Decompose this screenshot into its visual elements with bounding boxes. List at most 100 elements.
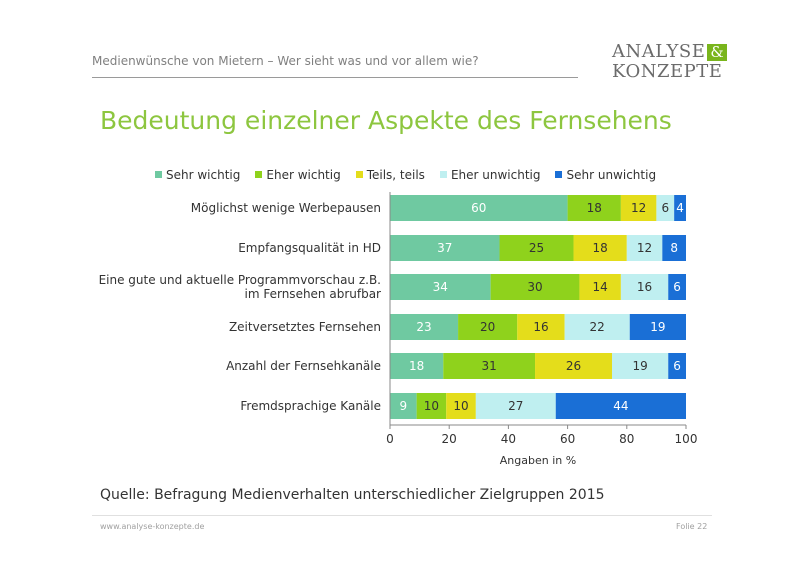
bar-segment <box>390 353 444 379</box>
legend-swatch <box>355 171 363 178</box>
footer-page-number: Folie 22 <box>676 522 708 531</box>
legend-label: Eher wichtig <box>266 168 341 182</box>
data-label: 60 <box>471 201 486 215</box>
bar-segment <box>579 274 621 300</box>
data-label: 19 <box>632 359 647 373</box>
bar-segment <box>475 393 556 419</box>
legend-label: Teils, teils <box>366 168 425 182</box>
bar-segment <box>662 235 686 261</box>
bar-segment <box>668 353 686 379</box>
legend-item: Sehr wichtig <box>155 168 240 182</box>
x-tick-label: 40 <box>501 432 516 446</box>
x-tick-label: 60 <box>560 432 575 446</box>
logo: ANALYSE & KONZEPTE <box>612 41 728 82</box>
data-label: 8 <box>670 241 678 255</box>
bar-segment <box>612 353 669 379</box>
data-label: 20 <box>480 320 495 334</box>
category-label: Zeitversetztes Fernsehen <box>229 320 381 334</box>
data-label: 18 <box>409 359 424 373</box>
bar-segment <box>390 235 500 261</box>
logo-line2: KONZEPTE <box>612 61 723 82</box>
legend-item: Sehr unwichtig <box>555 168 656 182</box>
chart-title: Bedeutung einzelner Aspekte des Fernsehe… <box>100 106 672 135</box>
bar-segment <box>674 195 686 221</box>
data-label: 27 <box>508 399 523 413</box>
data-label: 18 <box>593 241 608 255</box>
bar-segment <box>499 235 574 261</box>
data-label: 16 <box>533 320 548 334</box>
data-label: 31 <box>482 359 497 373</box>
x-axis-label: Angaben in % <box>500 454 576 467</box>
bar-segment <box>390 314 459 340</box>
bar-segment <box>620 274 669 300</box>
bar-segment <box>517 314 565 340</box>
legend-item: Eher unwichtig <box>439 168 541 182</box>
bar-segment <box>668 274 686 300</box>
category-label: Eine gute und aktuelle Programmvorschau … <box>99 273 381 287</box>
logo-line1: ANALYSE <box>612 41 706 62</box>
data-label: 14 <box>593 280 608 294</box>
legend-swatch <box>555 171 563 178</box>
legend-swatch <box>255 171 263 178</box>
footer-url: www.analyse-konzepte.de <box>100 522 205 531</box>
legend-label: Sehr unwichtig <box>566 168 657 182</box>
data-label: 37 <box>437 241 452 255</box>
source-note: Quelle: Befragung Medienverhalten unters… <box>100 487 605 503</box>
legend-label: Eher unwichtig <box>450 168 541 182</box>
x-tick-label: 80 <box>619 432 634 446</box>
header-divider <box>92 77 578 78</box>
bar-segment <box>573 235 627 261</box>
data-label: 4 <box>676 201 684 215</box>
bar-segment <box>443 353 536 379</box>
legend-swatch <box>155 171 162 178</box>
data-label: 6 <box>673 280 681 294</box>
data-label: 25 <box>529 241 544 255</box>
bar-segment <box>390 274 491 300</box>
bar-segment <box>567 195 621 221</box>
data-label: 22 <box>590 320 605 334</box>
bar-segment <box>490 274 580 300</box>
header-subtitle: Medienwünsche von Mietern – Wer sieht wa… <box>92 54 479 68</box>
data-label: 6 <box>661 201 669 215</box>
bar-segment <box>390 393 417 419</box>
legend-label: Sehr wichtig <box>166 168 241 182</box>
bar-segment <box>629 314 686 340</box>
data-label: 44 <box>613 399 628 413</box>
data-label: 30 <box>527 280 542 294</box>
data-label: 12 <box>637 241 652 255</box>
bar-segment <box>458 314 518 340</box>
data-label: 19 <box>650 320 665 334</box>
bar-segment <box>535 353 612 379</box>
x-tick-label: 20 <box>442 432 457 446</box>
data-label: 16 <box>637 280 652 294</box>
data-label: 26 <box>566 359 581 373</box>
x-tick-label: 0 <box>386 432 394 446</box>
x-tick-label: 100 <box>675 432 698 446</box>
logo-ampersand: & <box>707 44 728 61</box>
data-label: 6 <box>673 359 681 373</box>
legend-swatch <box>439 171 447 178</box>
bar-segment <box>620 195 657 221</box>
data-label: 34 <box>433 280 448 294</box>
data-label: 12 <box>631 201 646 215</box>
bar-segment <box>626 235 663 261</box>
legend-item: Eher wichtig <box>255 168 341 182</box>
bar-segment <box>564 314 630 340</box>
data-label: 10 <box>424 399 439 413</box>
bar-segment <box>390 195 568 221</box>
data-label: 9 <box>399 399 407 413</box>
data-label: 10 <box>453 399 468 413</box>
category-label: Fremdsprachige Kanäle <box>240 399 381 413</box>
bar-segment <box>446 393 476 419</box>
category-label: Möglichst wenige Werbepausen <box>191 201 381 215</box>
category-label: Anzahl der Fernsehkanäle <box>226 359 381 373</box>
data-label: 18 <box>587 201 602 215</box>
bar-segment <box>656 195 675 221</box>
bar-segment <box>416 393 447 419</box>
category-label: Empfangsqualität in HD <box>238 241 381 255</box>
footer-divider <box>92 515 712 516</box>
category-label: im Fernsehen abrufbar <box>245 287 382 301</box>
data-label: 23 <box>416 320 431 334</box>
chart-legend: Sehr wichtig Eher wichtig Teils, teils Eher… <box>155 168 671 184</box>
